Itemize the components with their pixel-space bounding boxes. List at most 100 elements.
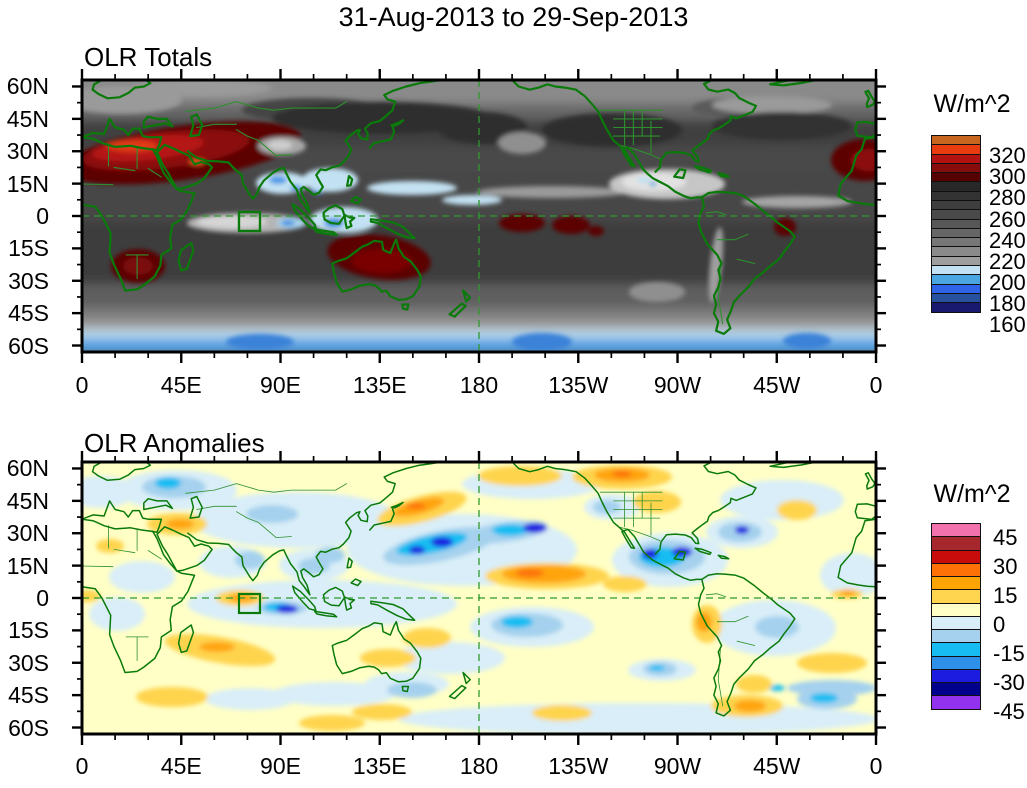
coastline-path: [694, 165, 713, 174]
country-border: [147, 550, 162, 560]
coastline-path: [697, 190, 796, 335]
colorbar-tick-label: 300: [989, 164, 1026, 190]
country-border: [185, 101, 348, 112]
x-tick-label: 135W: [548, 753, 609, 779]
colorbar-tick-label: 45: [993, 524, 1018, 550]
coastline-path: [448, 302, 467, 318]
figure-title: 31-Aug-2013 to 29-Sep-2013: [338, 2, 689, 32]
y-tick-label: 60N: [6, 73, 49, 100]
coastline-path: [186, 78, 443, 214]
anomalies-colorbar: [931, 523, 981, 727]
coastline-path: [313, 610, 338, 618]
coastline-path: [369, 507, 395, 531]
coastline-path: [448, 684, 467, 700]
coastline-path: [654, 78, 758, 173]
y-tick-label: 60N: [6, 455, 49, 482]
coastline-path: [291, 585, 317, 612]
coastline-path: [350, 195, 363, 205]
coastline-path: [187, 461, 443, 596]
coastline-path: [673, 168, 687, 180]
coastline-path: [654, 461, 757, 555]
x-tick-label: 45E: [160, 753, 202, 779]
coastline-path: [91, 78, 152, 100]
x-tick-label: 135E: [352, 372, 407, 398]
country-border: [705, 593, 727, 598]
y-tick-label: 60S: [8, 332, 49, 359]
coastline-path: [673, 550, 687, 561]
coastline-path: [854, 120, 878, 139]
x-tick-label: 180: [459, 372, 499, 398]
colorbar-tick-label: 260: [989, 206, 1026, 232]
colorbar-tick-label: -45: [993, 699, 1025, 725]
x-tick-label: 180: [459, 753, 499, 779]
coastline-path: [854, 503, 877, 521]
coastline-path: [331, 620, 422, 683]
country-border: [235, 129, 293, 157]
coastline-path: [343, 213, 356, 230]
colorbar-tick-label: 280: [989, 185, 1026, 211]
coastline-path: [511, 78, 703, 200]
y-tick-label: 0: [36, 584, 49, 611]
coastline-path: [331, 238, 422, 301]
anomalies-field: [82, 462, 876, 734]
olr-totals-map: [72, 69, 886, 363]
coastline-path: [368, 125, 396, 150]
x-tick-label: 0: [75, 372, 89, 398]
colorbar-tick-label: 30: [993, 553, 1018, 579]
y-tick-label: 30S: [8, 649, 49, 676]
colorbar-tick-label: 180: [989, 291, 1026, 317]
country-border: [113, 549, 136, 554]
colorbar-segment: [931, 302, 981, 313]
coastline-path: [837, 518, 877, 588]
y-tick-label: 0: [36, 202, 49, 229]
colorbar-tick-label: -15: [993, 641, 1025, 667]
country-border: [736, 258, 756, 265]
coastline-path: [156, 526, 213, 572]
coastline-path: [346, 175, 354, 187]
region-box: [237, 592, 262, 615]
coastlines: [80, 78, 878, 335]
coastline-path: [143, 497, 174, 511]
x-tick-label: 90E: [260, 753, 301, 779]
x-tick-label: 90W: [653, 753, 702, 779]
coastline-path: [390, 119, 405, 127]
y-tick-label: 30N: [6, 520, 49, 547]
y-tick-label: 45S: [8, 300, 49, 327]
y-tick-label: 45N: [6, 487, 49, 514]
y-tick-label: 30N: [6, 138, 49, 165]
axes-frame: [72, 451, 886, 745]
x-tick-label: 0: [869, 372, 883, 398]
coastline-path: [717, 554, 730, 560]
coastline-path: [343, 596, 356, 611]
country-border: [113, 166, 136, 172]
coastline-path: [694, 547, 712, 556]
country-border: [185, 483, 348, 494]
coastline-path: [837, 136, 878, 206]
country-border: [236, 511, 292, 538]
coastline-path: [401, 303, 410, 311]
coastline-path: [155, 143, 214, 191]
colorbar-tick-label: 160: [989, 312, 1026, 338]
country-border: [736, 640, 756, 646]
x-tick-label: 45W: [753, 372, 801, 398]
country-border: [81, 565, 114, 568]
x-tick-label: 45E: [160, 372, 202, 398]
colorbar-tick-label: 0: [993, 612, 1006, 637]
coastline-path: [189, 113, 204, 138]
coastline-path: [91, 461, 152, 482]
country-border: [81, 183, 114, 186]
coastline-path: [370, 600, 416, 621]
coastline-path: [189, 495, 203, 519]
axes-frame: [72, 69, 886, 363]
colorbar-tick-label: 220: [989, 248, 1026, 274]
y-tick-label: 60S: [8, 714, 49, 741]
totals-colorbar: [931, 135, 981, 336]
coastline-path: [177, 241, 195, 272]
colorbar-tick-label: 240: [989, 227, 1026, 253]
x-tick-label: 135E: [352, 753, 407, 779]
y-tick-label: 15S: [8, 617, 49, 644]
anomalies-map-title: OLR Anomalies: [84, 428, 265, 458]
coastline-path: [717, 172, 730, 178]
y-tick-label: 30S: [8, 267, 49, 294]
